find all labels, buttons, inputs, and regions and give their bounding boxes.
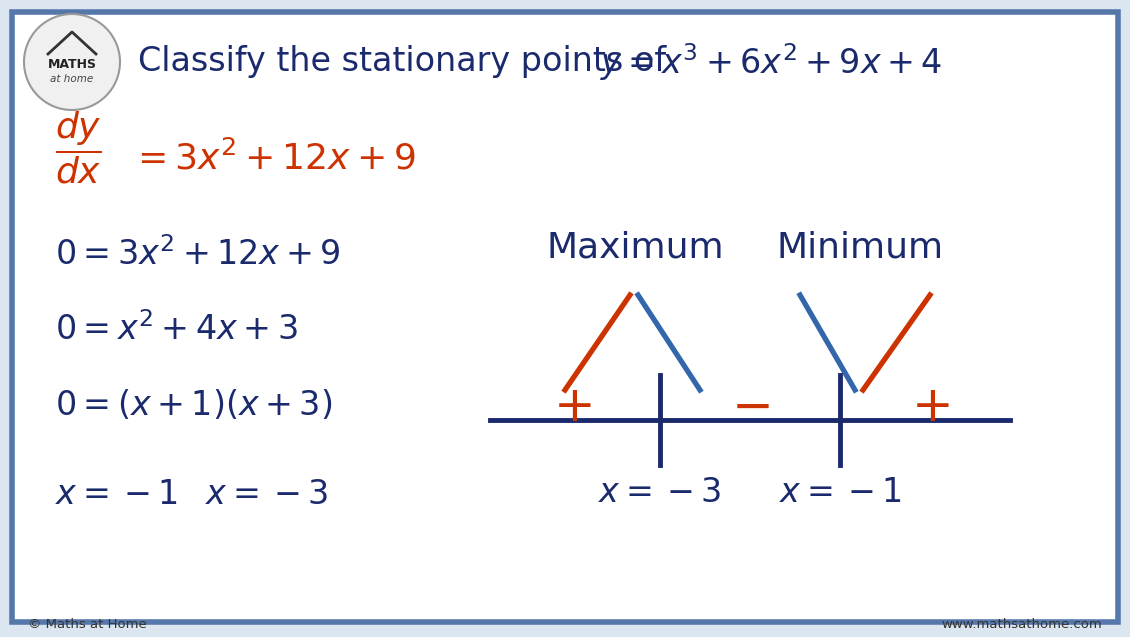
Text: Classify the stationary points of: Classify the stationary points of xyxy=(138,45,677,78)
Text: $+$: $+$ xyxy=(911,383,949,431)
Text: $x = -3$: $x = -3$ xyxy=(599,475,722,508)
Text: at home: at home xyxy=(51,74,94,84)
Text: www.mathsathome.com: www.mathsathome.com xyxy=(941,617,1102,631)
Text: $y = x^3 + 6x^2 + 9x + 4$: $y = x^3 + 6x^2 + 9x + 4$ xyxy=(600,41,942,83)
Text: $0 = x^2 + 4x + 3$: $0 = x^2 + 4x + 3$ xyxy=(55,313,298,347)
Text: $x = -1$: $x = -1$ xyxy=(779,475,902,508)
Text: $0 = 3x^2 + 12x + 9$: $0 = 3x^2 + 12x + 9$ xyxy=(55,238,340,273)
FancyBboxPatch shape xyxy=(12,12,1118,622)
Text: $= 3x^2 + 12x + 9$: $= 3x^2 + 12x + 9$ xyxy=(130,140,416,176)
Text: Maximum: Maximum xyxy=(546,231,724,265)
Text: $0 = (x + 1)(x + 3)$: $0 = (x + 1)(x + 3)$ xyxy=(55,388,332,422)
Text: $x = -3$: $x = -3$ xyxy=(205,478,328,512)
Text: $-$: $-$ xyxy=(731,383,770,431)
Circle shape xyxy=(24,14,120,110)
Text: MATHS: MATHS xyxy=(47,59,96,71)
Text: $x = -1$: $x = -1$ xyxy=(55,478,177,512)
Text: $+$: $+$ xyxy=(553,383,591,431)
Text: © Maths at Home: © Maths at Home xyxy=(28,617,147,631)
Text: Minimum: Minimum xyxy=(776,231,944,265)
Text: $\dfrac{dy}{dx}$: $\dfrac{dy}{dx}$ xyxy=(55,110,102,186)
